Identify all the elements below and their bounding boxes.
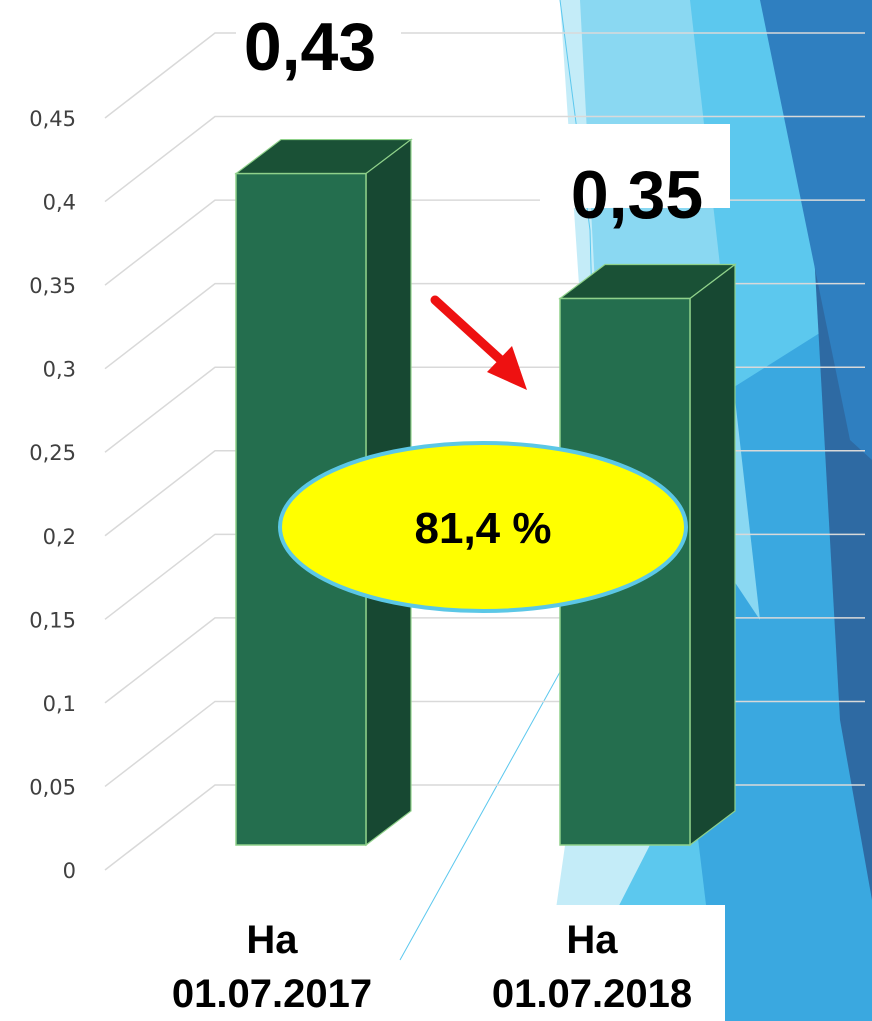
y-tick-label: 0,2 bbox=[43, 525, 76, 549]
y-tick-label: 0,15 bbox=[29, 608, 76, 632]
gridline bbox=[104, 32, 865, 119]
percent-ellipse bbox=[278, 441, 688, 613]
gridline bbox=[104, 282, 865, 370]
gridline bbox=[104, 617, 865, 704]
data-label: 0,35 bbox=[571, 157, 703, 233]
gridline bbox=[104, 366, 865, 453]
y-tick-label: 0,35 bbox=[29, 274, 76, 298]
decrease-arrow bbox=[430, 295, 527, 390]
percent-callout: 81,4 % bbox=[278, 441, 688, 613]
data-label: 0,43 bbox=[244, 9, 376, 85]
y-tick-label: 0,1 bbox=[43, 692, 76, 716]
x-category-label: На bbox=[566, 918, 618, 962]
data-labels: 0,43 0,35 bbox=[236, 6, 730, 233]
y-tick-label: 0,4 bbox=[43, 191, 76, 215]
percent-change-label: 81,4 % bbox=[415, 504, 552, 553]
y-tick-label: 0 bbox=[63, 859, 76, 883]
x-axis-labels: На 01.07.2017 На 01.07.2018 bbox=[172, 905, 725, 1021]
category-label-backing bbox=[455, 905, 725, 1021]
arrow-head bbox=[487, 346, 527, 390]
y-tick-label: 0,05 bbox=[29, 775, 76, 799]
y-axis-ticks: 0 0,05 0,1 0,15 0,2 0,25 0,3 0,35 0,4 0,45 bbox=[29, 107, 76, 883]
y-tick-label: 0,25 bbox=[29, 441, 76, 465]
gridline bbox=[104, 700, 865, 788]
gridline bbox=[104, 115, 865, 203]
x-category-label: 01.07.2017 bbox=[172, 972, 372, 1016]
y-tick-label: 0,3 bbox=[43, 358, 76, 382]
gridline bbox=[104, 784, 865, 871]
x-category-label: На bbox=[246, 918, 298, 962]
bar-side bbox=[689, 263, 736, 847]
data-label-backing bbox=[236, 6, 401, 78]
data-label-backing bbox=[540, 124, 730, 208]
arrow-shaft bbox=[430, 295, 508, 367]
x-category-label: 01.07.2018 bbox=[492, 972, 692, 1016]
gridline bbox=[104, 199, 865, 286]
y-tick-label: 0,45 bbox=[29, 107, 76, 131]
bg-facet-deep bbox=[760, 0, 872, 460]
